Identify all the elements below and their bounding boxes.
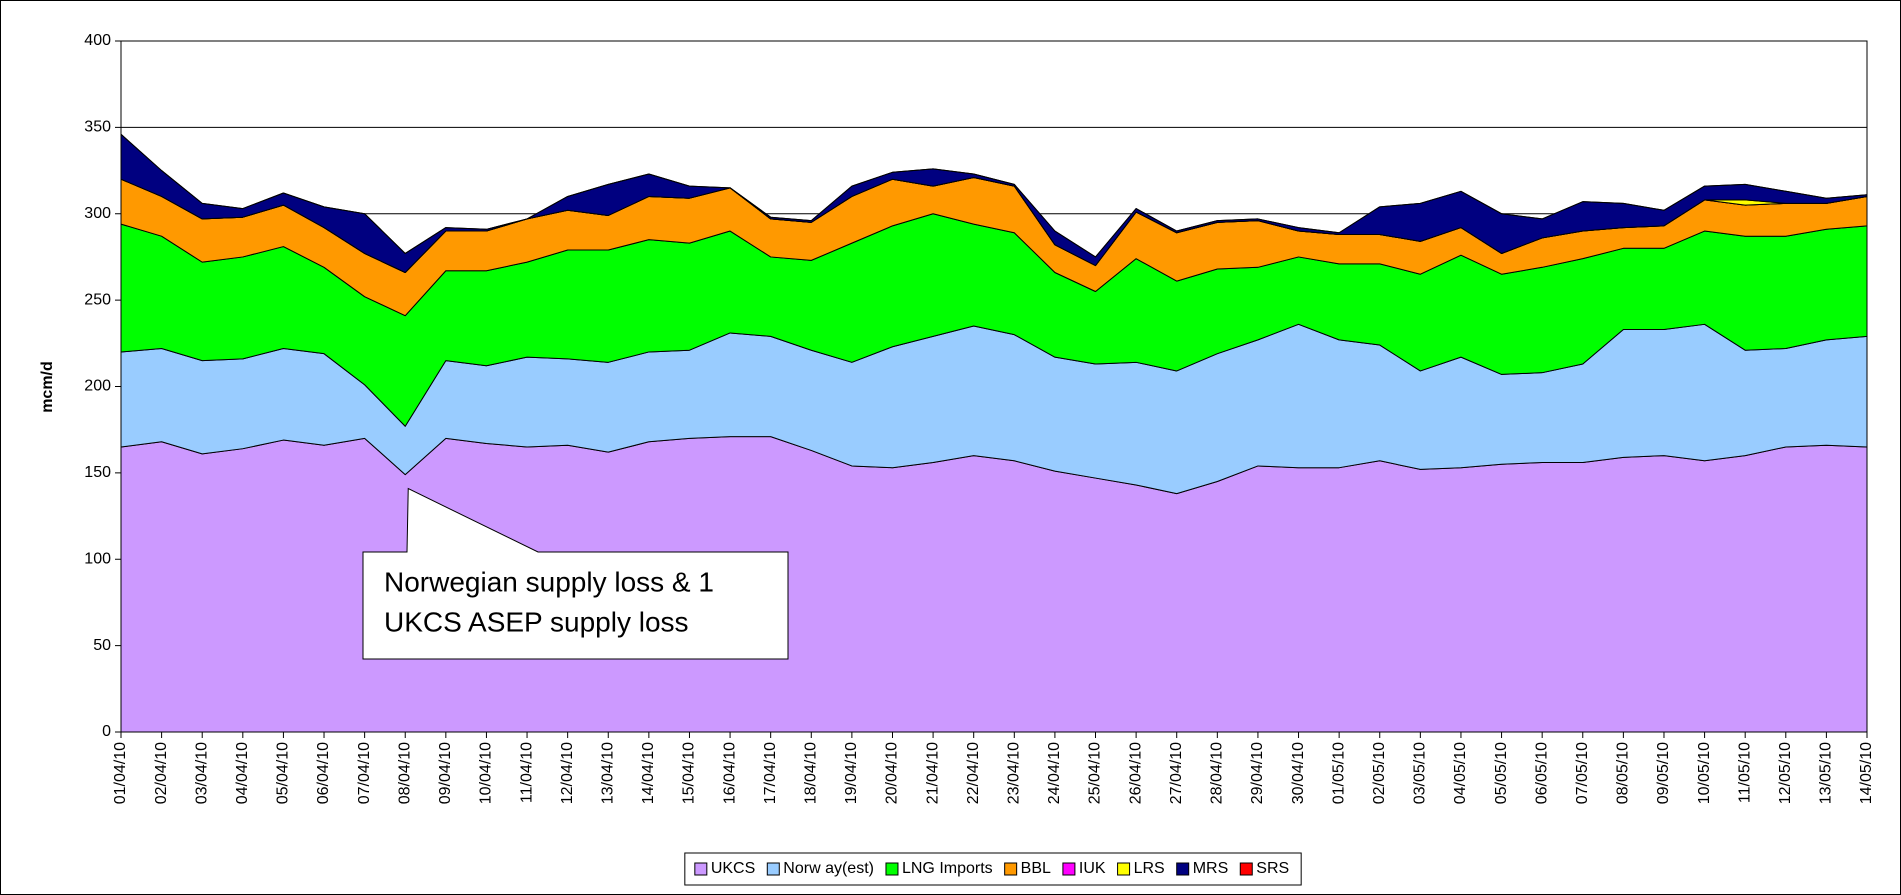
legend-label: IUK [1079, 860, 1106, 877]
x-tick-label: 25/04/10 [1087, 742, 1104, 804]
legend-label: SRS [1256, 860, 1289, 877]
x-tick-label: 15/04/10 [681, 742, 698, 804]
x-tick-label: 21/04/10 [924, 742, 941, 804]
x-tick-label: 06/04/10 [315, 742, 332, 804]
x-tick-label: 03/04/10 [193, 742, 210, 804]
x-tick-label: 18/04/10 [802, 742, 819, 804]
x-tick-label: 05/05/10 [1493, 742, 1510, 804]
legend: UKCS Norw ay(est) LNG Imports BBL IUK LRS MRS S… [684, 852, 1302, 886]
legend-label: UKCS [711, 860, 755, 877]
legend-swatch [694, 862, 708, 876]
x-tick-label: 03/05/10 [1412, 742, 1429, 804]
x-tick-label: 11/04/10 [518, 742, 535, 803]
x-tick-label: 01/04/10 [112, 742, 129, 804]
x-tick-label: 12/05/10 [1777, 742, 1794, 804]
x-tick-label: 01/05/10 [1330, 742, 1347, 804]
annotation-text: Norwegian supply loss & 1 [384, 566, 714, 597]
legend-swatch [1004, 862, 1018, 876]
x-tick-label: 16/04/10 [721, 742, 738, 804]
annotation-text: UKCS ASEP supply loss [384, 606, 689, 637]
y-tick-label: 250 [84, 291, 111, 308]
x-tick-label: 24/04/10 [1046, 742, 1063, 804]
x-tick-label: 10/05/10 [1696, 742, 1713, 804]
y-tick-label: 150 [84, 464, 111, 481]
y-tick-label: 50 [93, 637, 111, 654]
x-tick-label: 07/05/10 [1574, 742, 1591, 804]
x-tick-label: 07/04/10 [356, 742, 373, 804]
x-tick-label: 12/04/10 [559, 742, 576, 804]
x-tick-label: 13/04/10 [599, 742, 616, 804]
legend-swatch [1117, 862, 1131, 876]
x-tick-label: 08/04/10 [396, 742, 413, 804]
x-tick-label: 14/05/10 [1858, 742, 1875, 804]
annotation-box [362, 487, 789, 660]
x-tick-label: 14/04/10 [640, 742, 657, 804]
x-tick-label: 19/04/10 [843, 742, 860, 804]
y-tick-label: 400 [84, 32, 111, 49]
y-tick-label: 350 [84, 119, 111, 136]
y-tick-label: 300 [84, 205, 111, 222]
legend-swatch [1239, 862, 1253, 876]
x-tick-label: 22/04/10 [965, 742, 982, 804]
x-tick-label: 28/04/10 [1209, 742, 1226, 804]
x-tick-label: 09/04/10 [437, 742, 454, 804]
x-tick-label: 09/05/10 [1655, 742, 1672, 804]
legend-box [684, 852, 1302, 886]
x-tick-label: 30/04/10 [1290, 742, 1307, 804]
x-tick-label: 17/04/10 [762, 742, 779, 804]
x-tick-label: 04/05/10 [1452, 742, 1469, 804]
legend-swatch [766, 862, 780, 876]
y-tick-label: 0 [102, 723, 111, 740]
x-tick-label: 26/04/10 [1127, 742, 1144, 804]
x-tick-label: 02/05/10 [1371, 742, 1388, 804]
legend-label: BBL [1021, 860, 1051, 877]
legend-label: LNG Imports [902, 860, 993, 877]
x-tick-label: 02/04/10 [153, 742, 170, 804]
x-tick-label: 04/04/10 [234, 742, 251, 804]
y-tick-label: 100 [84, 550, 111, 567]
legend-swatch [1176, 862, 1190, 876]
legend-label: MRS [1193, 860, 1229, 877]
legend-label: LRS [1134, 860, 1165, 877]
x-tick-label: 27/04/10 [1168, 742, 1185, 804]
x-tick-label: 06/05/10 [1533, 742, 1550, 804]
x-tick-label: 08/05/10 [1615, 742, 1632, 804]
legend-swatch [1062, 862, 1076, 876]
y-tick-label: 200 [84, 378, 111, 395]
x-tick-label: 10/04/10 [478, 742, 495, 804]
legend-swatch [885, 862, 899, 876]
x-tick-label: 23/04/10 [1006, 742, 1023, 804]
legend-label: Norw ay(est) [783, 860, 874, 877]
x-tick-label: 29/04/10 [1249, 742, 1266, 804]
plot-border [120, 40, 1868, 733]
x-tick-label: 13/05/10 [1818, 742, 1835, 804]
y-axis-label: mcm/d [39, 361, 56, 413]
x-tick-label: 05/04/10 [275, 742, 292, 804]
x-tick-label: 11/05/10 [1736, 742, 1753, 803]
x-tick-label: 20/04/10 [884, 742, 901, 804]
